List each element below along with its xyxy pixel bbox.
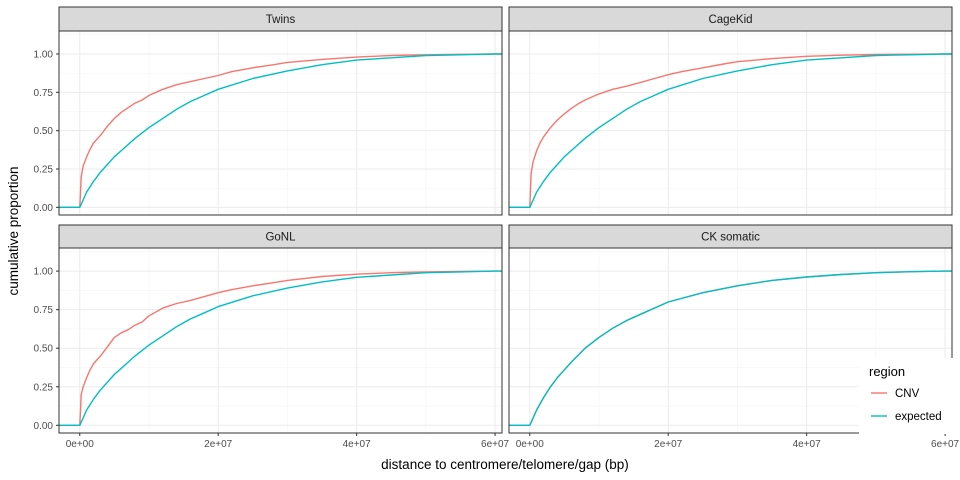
- y-tick-label: 0.00: [34, 421, 54, 432]
- y-axis-layer: 0.00 0.25 0.50 0.75 1.00 0.00 0.25 0.50 0.75 1.00: [34, 50, 59, 432]
- panel-gonl: GoNL: [58, 224, 503, 434]
- series-line-cnv: [509, 53, 952, 209]
- panels-layer: Twins CageKid GoNL CK somatic: [58, 6, 953, 434]
- strip-ck-somatic: [508, 224, 953, 249]
- x-tick-label: 6e+07: [931, 439, 960, 450]
- legend-title: region: [869, 364, 905, 379]
- x-tick-label: 4e+07: [793, 439, 822, 450]
- series-line-expected: [509, 270, 952, 426]
- strip-twins: [58, 6, 503, 32]
- panel-background: [59, 31, 502, 215]
- panel-twins: Twins: [58, 6, 503, 216]
- series-line-cnv: [59, 270, 502, 426]
- legend: region CNV expected: [859, 358, 960, 434]
- x-tick-label: 0e+00: [516, 439, 545, 450]
- x-tick-label: 4e+07: [343, 439, 372, 450]
- strip-cagekid: [508, 6, 953, 32]
- series-line-cnv: [59, 53, 502, 209]
- strip-gonl: [58, 224, 503, 249]
- y-tick-label: 0.50: [34, 344, 54, 355]
- panel-background: [509, 31, 952, 215]
- x-axis-layer: 0e+00 2e+07 4e+07 6e+07 0e+00 2e+07 4e+07 6e+07: [66, 433, 960, 450]
- y-tick-label: 0.75: [34, 88, 54, 99]
- series-line-expected: [509, 53, 952, 209]
- legend-label-expected: expected: [895, 411, 942, 423]
- strip-label-ck-somatic: CK somatic: [701, 232, 760, 244]
- series-line-expected: [59, 270, 502, 426]
- panel-background: [59, 248, 502, 433]
- y-axis-title: cumulative proportion: [6, 166, 21, 295]
- y-tick-label: 0.00: [34, 203, 54, 214]
- x-tick-label: 6e+07: [481, 439, 510, 450]
- x-tick-label: 0e+00: [66, 439, 95, 450]
- panel-cagekid: CageKid: [508, 6, 953, 216]
- legend-label-cnv: CNV: [895, 388, 920, 400]
- y-tick-label: 0.25: [34, 165, 54, 176]
- panel-ck-somatic: CK somatic: [508, 224, 953, 434]
- y-tick-label: 0.50: [34, 126, 54, 137]
- y-tick-label: 1.00: [34, 50, 54, 61]
- y-tick-label: 0.25: [34, 382, 54, 393]
- x-axis-title: distance to centromere/telomere/gap (bp): [381, 457, 629, 472]
- y-tick-label: 0.75: [34, 305, 54, 316]
- strip-label-twins: Twins: [266, 14, 296, 26]
- strip-label-cagekid: CageKid: [708, 14, 752, 26]
- strip-label-gonl: GoNL: [265, 232, 296, 244]
- series-line-expected: [59, 53, 502, 209]
- x-tick-label: 2e+07: [204, 439, 233, 450]
- y-tick-label: 1.00: [34, 267, 54, 278]
- legend-background: [859, 358, 960, 434]
- x-tick-label: 2e+07: [654, 439, 683, 450]
